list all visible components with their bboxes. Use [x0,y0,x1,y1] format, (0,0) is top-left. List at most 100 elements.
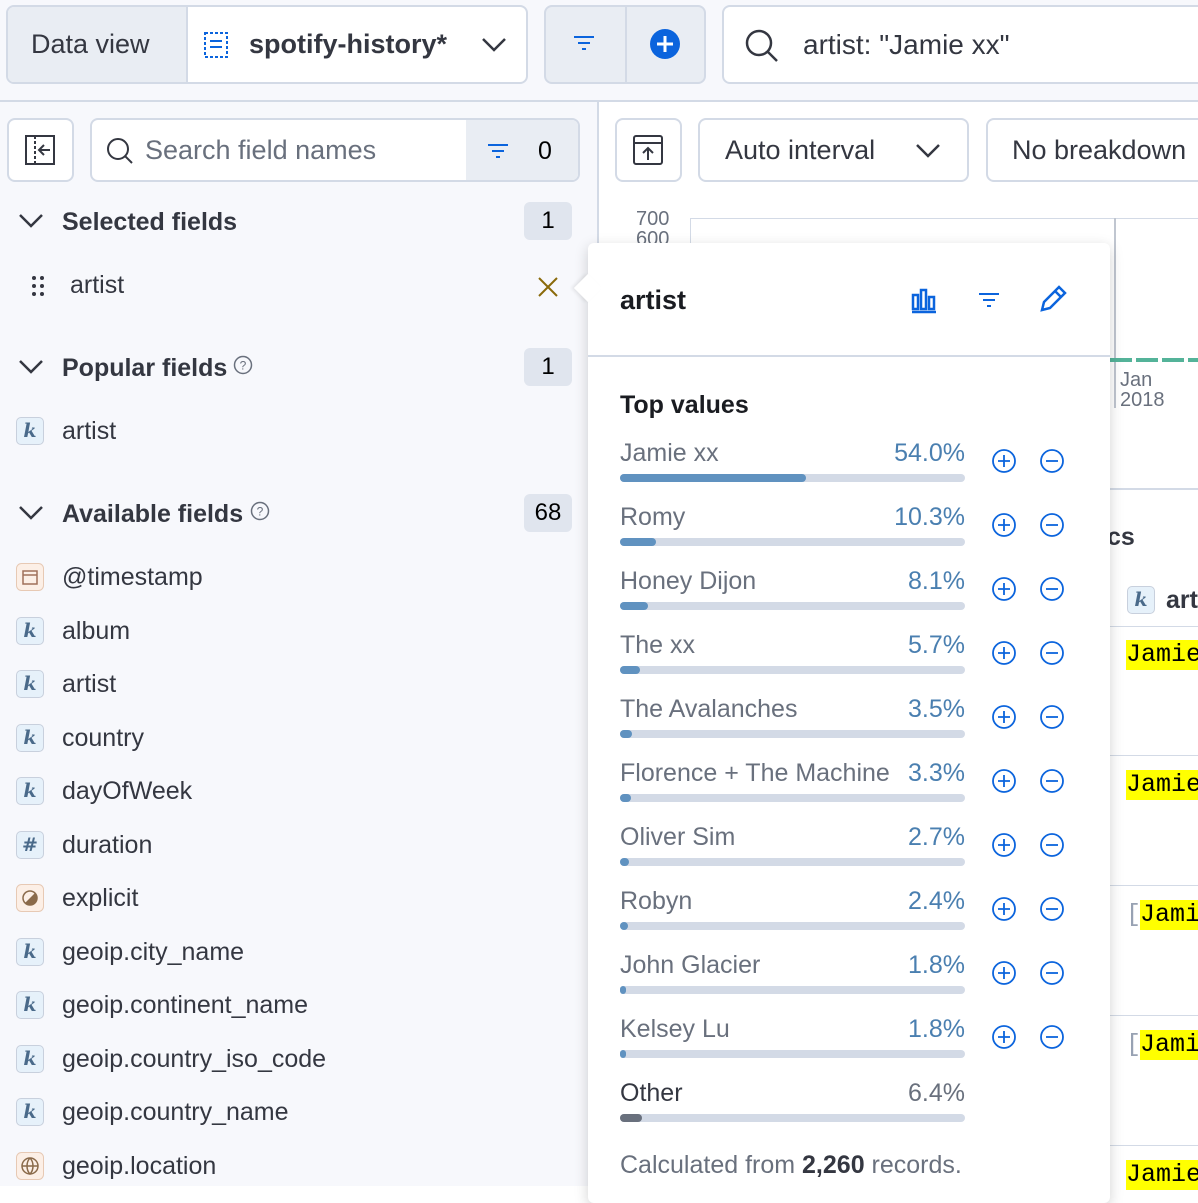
filter-for-button [991,576,1017,607]
value-name: Jamie xx [620,439,719,467]
add-filter-button[interactable] [649,28,681,60]
value-percent: 10.3% [894,503,965,531]
y-tick-label: 700 [636,208,670,230]
highlight: Jami [1140,1030,1198,1060]
value-track [620,602,965,610]
help-icon[interactable]: ? [233,355,253,375]
field-type-icon: k [16,1044,44,1073]
value-percent: 3.3% [908,759,965,787]
filter-out-button [1039,704,1065,735]
highlight: Jamie [1126,770,1198,800]
remove-field[interactable] [537,276,559,298]
grid-line [690,218,1198,219]
value-bar [620,474,807,482]
filter-for-button [991,448,1017,479]
divider [588,355,1110,357]
popover [588,243,1110,1203]
value-percent: 2.4% [908,887,965,915]
x-tick-label: 2018 [1120,389,1165,411]
value-percent: 3.5% [908,695,965,723]
query-bar[interactable] [722,5,1198,84]
filter-for-button [991,512,1017,543]
value-percent: 1.8% [908,951,965,979]
field-name[interactable]: geoip.location [62,1151,217,1180]
field-name[interactable]: dayOfWeek [62,777,193,805]
field-name[interactable]: geoip.country_iso_code [62,1044,327,1073]
field-type-icon: k [16,723,44,752]
value-track [620,794,965,802]
footer-suffix: records. [871,1151,962,1179]
field-filter[interactable] [466,120,578,180]
filter-buttons[interactable] [544,5,706,84]
count-badge: 1 [524,202,572,240]
data-view-picker[interactable] [6,5,528,84]
visualize-button[interactable] [909,285,939,315]
value-bar [620,1114,643,1122]
value-bar [620,730,633,738]
value-name: Robyn [620,887,693,915]
value-percent: 54.0% [894,439,965,467]
value-name: Romy [620,503,686,531]
filter-for-button [991,640,1017,671]
filter-out-button [1039,448,1065,479]
highlight: Jamie [1126,1160,1198,1190]
section-title[interactable]: Selected fields [62,208,238,236]
filter-out-button [1039,896,1065,927]
data-view-icon [204,32,228,58]
chevron[interactable] [18,212,44,230]
filter-for-button [991,832,1017,863]
value-track [620,666,965,674]
filter-button[interactable] [977,291,1001,309]
chevron [916,144,940,158]
value-track [620,1050,965,1058]
section-title[interactable]: Available fields [62,500,244,528]
chart-icon [633,135,663,165]
value-bar [620,1050,627,1058]
help-icon[interactable]: ? [250,501,270,521]
field-name[interactable]: album [62,616,131,645]
breakdown: No breakdown [1012,135,1187,165]
filter-out-button [1039,960,1065,991]
chevron[interactable] [18,358,44,376]
drag-handle[interactable] [30,274,46,298]
grid-line [1114,218,1116,408]
search-icon [745,29,778,62]
chevron [482,38,506,52]
breakdown-select[interactable] [986,118,1198,182]
footer: Calculated from 2,260 records. [620,1153,962,1178]
field-name[interactable]: duration [62,830,153,859]
field-name[interactable]: artist [70,271,125,299]
filter-for-button [991,768,1017,799]
field-name[interactable]: artist [62,417,117,445]
field-name[interactable]: geoip.continent_name [62,991,309,1019]
field-name[interactable]: country [62,723,144,752]
interval-select[interactable] [698,118,969,182]
chevron[interactable] [18,504,44,522]
value-percent: 8.1% [908,567,965,595]
field-name[interactable]: explicit [62,884,139,912]
filter-icon[interactable] [572,34,596,52]
field-name[interactable]: geoip.country_name [62,1098,289,1126]
count-badge: 68 [524,494,572,532]
edit-button[interactable] [1037,283,1069,315]
value-track [620,922,965,930]
highlight: Jamie [1126,640,1198,670]
field-name[interactable]: @timestamp [62,563,203,591]
field-name[interactable]: geoip.city_name [62,937,245,966]
filter-out-button [1039,1024,1065,1055]
field-type-icon [16,1151,44,1185]
collapse-icon [25,135,55,165]
field-type-icon [16,884,44,917]
filter-for-button [991,960,1017,991]
value-bar [620,666,640,674]
section-title[interactable]: Popular fields [62,354,228,382]
value-name: Florence + The Machine [620,759,890,787]
value-name: The Avalanches [620,695,798,723]
value-name: Other [620,1079,683,1107]
filter-icon [488,144,508,158]
field-name[interactable]: artist [62,670,117,698]
search-placeholder: Search field names [145,135,377,165]
value-percent: 2.7% [908,823,965,851]
section-title: Top values [620,391,749,419]
footer-prefix: Calculated from [620,1151,796,1179]
